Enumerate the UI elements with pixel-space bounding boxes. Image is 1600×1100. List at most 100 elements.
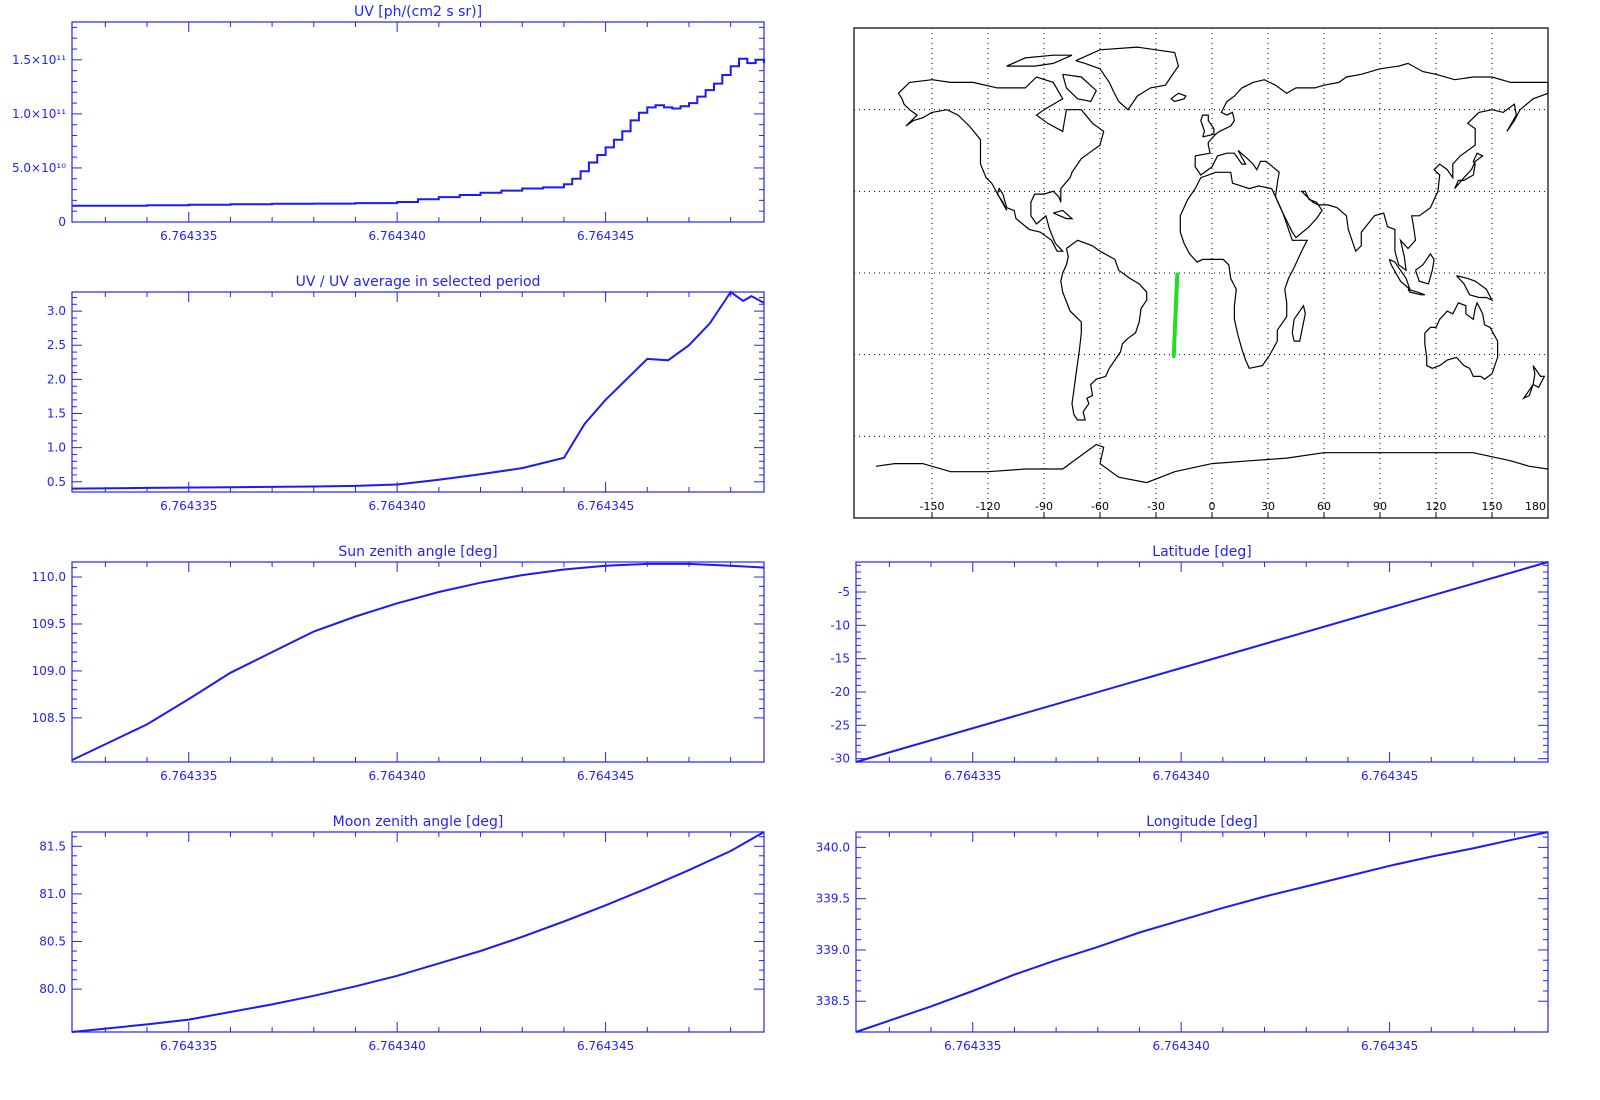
chart-title: Longitude [deg] — [1146, 814, 1257, 830]
africa-outline — [1179, 171, 1309, 369]
java-outline — [1407, 288, 1426, 296]
y-tick-label: 109.5 — [32, 617, 66, 631]
lon-tick-label: -150 — [920, 500, 945, 513]
lon-tick-label: -120 — [976, 500, 1001, 513]
longitude-series-line — [855, 831, 1549, 1033]
uvratio-chart: UV / UV average in selected period 6.7643… — [47, 274, 765, 513]
iceland-outline — [1170, 92, 1187, 103]
sunzenith-series-line — [71, 562, 765, 762]
y-tick-label: 340.0 — [816, 840, 850, 854]
x-tick-label: 6.764345 — [1361, 1039, 1418, 1053]
y-tick-label: 5.0×10¹⁰ — [12, 161, 66, 175]
uvratio-series-line — [71, 290, 765, 490]
cuba-outline — [1053, 209, 1074, 220]
y-tick-label: 339.0 — [816, 943, 850, 957]
greenland-outline — [1075, 46, 1180, 111]
moonzenith-series-line — [71, 831, 765, 1033]
lon-tick-label: 60 — [1317, 500, 1331, 513]
y-tick-label: 108.5 — [32, 711, 66, 725]
x-tick-label: 6.764335 — [944, 769, 1001, 783]
chart-title: Sun zenith angle [deg] — [338, 544, 497, 560]
lon-tick-label: 0 — [1209, 500, 1216, 513]
x-tick-label: 6.764335 — [160, 229, 217, 243]
y-tick-label: 109.0 — [32, 664, 66, 678]
y-tick-label: -20 — [830, 685, 850, 699]
y-tick-label: 2.0 — [47, 372, 66, 386]
y-tick-label: 80.0 — [39, 982, 66, 996]
x-tick-label: 6.764335 — [160, 769, 217, 783]
y-tick-label: -15 — [830, 652, 850, 666]
x-tick-label: 6.764335 — [944, 1039, 1001, 1053]
x-tick-label: 6.764345 — [577, 769, 634, 783]
latitude-series-line — [855, 561, 1549, 763]
lon-tick-label: -90 — [1035, 500, 1053, 513]
y-tick-label: -10 — [830, 618, 850, 632]
y-tick-label: 1.5 — [47, 407, 66, 421]
lon-tick-label: 30 — [1261, 500, 1275, 513]
chart-title: Moon zenith angle [deg] — [333, 814, 504, 830]
y-tick-label: 1.0×10¹¹ — [12, 107, 66, 121]
y-tick-label: -25 — [830, 718, 850, 732]
baffin-outline — [1062, 73, 1098, 103]
plot-frame — [855, 831, 1549, 1033]
x-tick-label: 6.764340 — [369, 1039, 426, 1053]
y-tick-label: 81.5 — [39, 839, 66, 853]
lon-tick-label: 180 — [1525, 500, 1546, 513]
japan-outline — [1454, 152, 1484, 189]
longitude-chart: Longitude [deg] 6.764335 6.764340 6.764345 3… — [816, 814, 1549, 1053]
chart-panels: UV [ph/(cm2 s sr)] 6.764335 6.764340 6.7643… — [12, 4, 1549, 1053]
madagascar-outline — [1291, 304, 1306, 342]
plot-frame — [71, 561, 765, 763]
y-tick-label: 0.5 — [47, 475, 66, 489]
lon-tick-label: -30 — [1147, 500, 1165, 513]
y-tick-label: 1.0 — [47, 441, 66, 455]
britain-outline — [1200, 114, 1215, 138]
x-tick-label: 6.764340 — [369, 229, 426, 243]
y-tick-label: 338.5 — [816, 994, 850, 1008]
x-tick-label: 6.764340 — [369, 499, 426, 513]
y-tick-label: -30 — [830, 752, 850, 766]
new-guinea-outline — [1456, 275, 1494, 302]
y-tick-label: 339.5 — [816, 892, 850, 906]
north-america-outline — [897, 76, 1105, 252]
plot-frame — [71, 21, 765, 223]
map-frame — [853, 27, 1549, 519]
y-tick-label: 80.5 — [39, 935, 66, 949]
y-tick-label: 2.5 — [47, 338, 66, 352]
lon-tick-label: -60 — [1091, 500, 1109, 513]
x-tick-label: 6.764340 — [1153, 1039, 1210, 1053]
lon-tick-label: 90 — [1373, 500, 1387, 513]
uv-chart: UV [ph/(cm2 s sr)] 6.764335 6.764340 6.7643… — [12, 4, 765, 243]
x-tick-label: 6.764345 — [577, 499, 634, 513]
chart-title: UV [ph/(cm2 s sr)] — [354, 4, 482, 20]
chart-title: Latitude [deg] — [1152, 544, 1251, 560]
south-america-outline — [1060, 239, 1148, 421]
lon-tick-label: 120 — [1426, 500, 1447, 513]
y-tick-label: -5 — [838, 585, 850, 599]
sunzenith-chart: Sun zenith angle [deg] 6.764335 6.764340 6.… — [32, 544, 765, 783]
uv-series-line — [72, 57, 765, 207]
lon-tick-label: 150 — [1482, 500, 1503, 513]
x-tick-label: 6.764345 — [577, 229, 634, 243]
world-map-panel: -150 -120 -90 -60 -30 0 30 60 90 120 150 180 — [853, 27, 1549, 519]
y-tick-label: 1.5×10¹¹ — [12, 53, 66, 67]
x-tick-label: 6.764335 — [160, 499, 217, 513]
eurasia-outline — [1194, 62, 1549, 272]
x-tick-label: 6.764345 — [1361, 769, 1418, 783]
satellite-track-line — [1171, 272, 1180, 359]
borneo-outline — [1414, 252, 1435, 285]
latitude-chart: Latitude [deg] 6.764335 6.764340 6.764345 -3… — [830, 544, 1549, 783]
x-tick-label: 6.764340 — [1153, 769, 1210, 783]
y-tick-label: 81.0 — [39, 887, 66, 901]
moonzenith-chart: Moon zenith angle [deg] 6.764335 6.764340 6… — [39, 814, 765, 1053]
chart-title: UV / UV average in selected period — [296, 274, 541, 290]
plot-frame — [71, 291, 765, 493]
x-tick-label: 6.764340 — [369, 769, 426, 783]
plot-frame — [855, 561, 1549, 763]
antarctica-outline — [875, 443, 1549, 484]
australia-outline — [1424, 301, 1499, 380]
x-tick-label: 6.764345 — [577, 1039, 634, 1053]
plot-frame — [71, 831, 765, 1033]
y-tick-label: 110.0 — [32, 570, 66, 584]
